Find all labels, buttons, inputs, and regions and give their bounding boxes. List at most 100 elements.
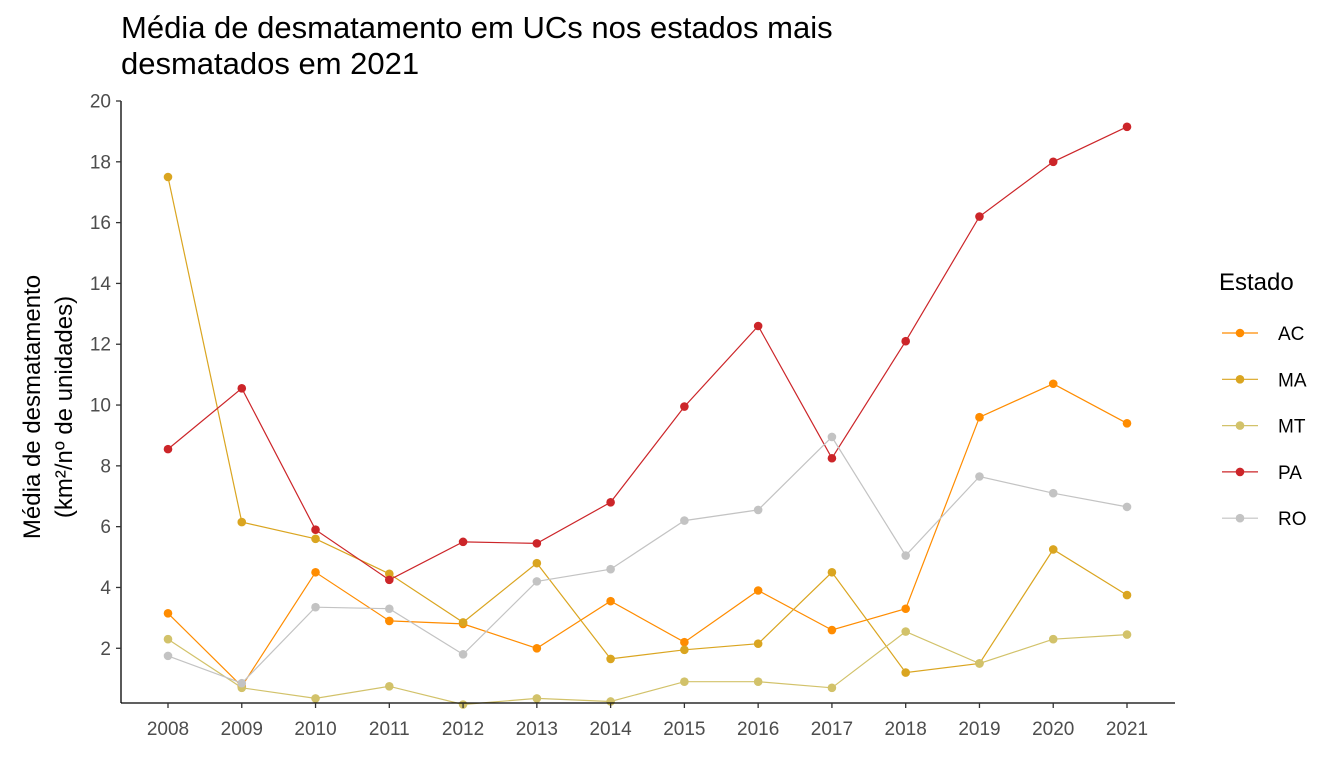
data-point-pa	[975, 212, 984, 221]
data-point-ma	[753, 639, 763, 649]
legend-item-ac: AC	[1222, 324, 1304, 345]
legend-key-point-ac	[1235, 328, 1245, 338]
data-point-pa	[827, 453, 837, 463]
data-point-mt	[680, 677, 689, 687]
data-point-pa	[901, 336, 910, 346]
data-point-pa	[1048, 157, 1058, 167]
legend-label-mt: MT	[1278, 417, 1306, 438]
series-mt	[163, 627, 1132, 709]
data-point-mt	[385, 681, 394, 691]
y-tick-label: 18	[90, 152, 111, 173]
data-point-mt	[532, 694, 542, 703]
series-ma	[163, 172, 1132, 677]
x-tick-label: 2009	[221, 719, 263, 740]
data-point-ro	[237, 678, 247, 688]
x-tick-label: 2017	[811, 719, 853, 740]
data-point-ro	[827, 432, 837, 442]
series-line-pa	[167, 126, 1128, 581]
data-point-mt	[753, 677, 763, 687]
data-point-pa	[1122, 122, 1132, 132]
data-point-pa	[606, 498, 615, 507]
legend-item-pa: PA	[1222, 463, 1302, 484]
legend-key-point-ro	[1235, 513, 1245, 523]
x-tick-label: 2010	[294, 719, 336, 740]
legend-label-pa: PA	[1278, 463, 1302, 484]
legend-label-ma: MA	[1278, 370, 1307, 391]
legend-item-ma: MA	[1222, 370, 1307, 391]
data-point-ac	[827, 625, 837, 635]
ticks-layer: 2 4 6 8 10 12 14 16 18 20 2008 2009 2010 2011 2012 2013…	[90, 92, 1148, 741]
x-tick-label: 2008	[147, 719, 189, 740]
legend-key-point-pa	[1235, 467, 1245, 477]
data-point-ma	[1048, 545, 1058, 554]
chart-title: Média de desmatamento em UCs nos estados…	[121, 10, 833, 81]
y-tick-label: 6	[100, 517, 111, 538]
data-point-pa	[680, 402, 689, 411]
data-point-ac	[532, 643, 542, 653]
series-line-ro	[167, 436, 1128, 684]
data-point-ma	[385, 569, 394, 579]
y-tick-label: 12	[90, 335, 111, 356]
data-point-ro	[975, 472, 984, 481]
data-point-ma	[606, 654, 615, 664]
legend-label-ac: AC	[1278, 324, 1304, 345]
x-tick-label: 2014	[589, 719, 632, 740]
data-point-ro	[901, 551, 910, 560]
y-tick-label: 14	[90, 274, 112, 295]
data-point-ro	[753, 505, 763, 515]
legend-item-mt: MT	[1222, 417, 1306, 438]
y-axis-title-line2: (km²/nº de unidades)	[51, 296, 78, 518]
y-tick-label: 2	[100, 639, 111, 660]
series-line-ma	[167, 176, 1128, 674]
data-point-pa	[237, 384, 247, 393]
series-line-ac	[167, 383, 1128, 688]
y-tick-label: 4	[100, 578, 111, 599]
data-point-mt	[163, 634, 173, 644]
data-point-mt	[311, 694, 320, 703]
data-point-ro	[458, 650, 468, 659]
data-point-ro	[606, 564, 615, 574]
data-point-ro	[1122, 502, 1132, 512]
data-point-ma	[827, 567, 837, 577]
y-tick-label: 16	[90, 213, 111, 234]
data-point-ac	[163, 609, 173, 618]
data-point-ac	[385, 616, 394, 626]
series-layer	[163, 122, 1132, 709]
data-point-ac	[680, 637, 689, 647]
legend-label-ro: RO	[1278, 509, 1307, 530]
data-point-ac	[311, 567, 320, 577]
legend-key-point-mt	[1235, 421, 1245, 430]
series-pa	[163, 122, 1132, 585]
data-point-ac	[1122, 418, 1132, 428]
x-tick-label: 2016	[737, 719, 779, 740]
data-point-mt	[827, 683, 837, 693]
x-tick-label: 2020	[1032, 719, 1074, 740]
data-point-ma	[163, 172, 173, 182]
y-tick-label: 8	[100, 456, 111, 477]
data-point-ma	[458, 618, 468, 627]
x-tick-label: 2015	[663, 719, 705, 740]
data-point-ma	[901, 668, 910, 677]
data-point-ro	[385, 604, 394, 614]
axes-layer	[120, 101, 1175, 704]
data-point-ro	[311, 602, 320, 612]
data-point-ac	[901, 604, 910, 614]
series-ac	[163, 379, 1132, 691]
series-line-mt	[167, 630, 1128, 706]
x-tick-label: 2013	[516, 719, 558, 740]
legend-title: Estado	[1219, 269, 1294, 296]
data-point-mt	[901, 627, 910, 636]
y-tick-label: 20	[90, 92, 111, 113]
y-axis-title-line1: Média de desmatamento	[19, 275, 46, 539]
data-point-ac	[975, 412, 984, 422]
data-point-ro	[1048, 488, 1058, 498]
data-point-pa	[385, 575, 394, 585]
data-point-ro	[163, 651, 173, 661]
data-point-ma	[311, 534, 320, 544]
legend-key-point-ma	[1235, 375, 1245, 384]
x-tick-label: 2021	[1106, 719, 1148, 740]
data-point-mt	[1122, 630, 1132, 639]
data-point-ro	[680, 516, 689, 525]
series-ro	[163, 432, 1132, 688]
data-point-ma	[1122, 590, 1132, 600]
